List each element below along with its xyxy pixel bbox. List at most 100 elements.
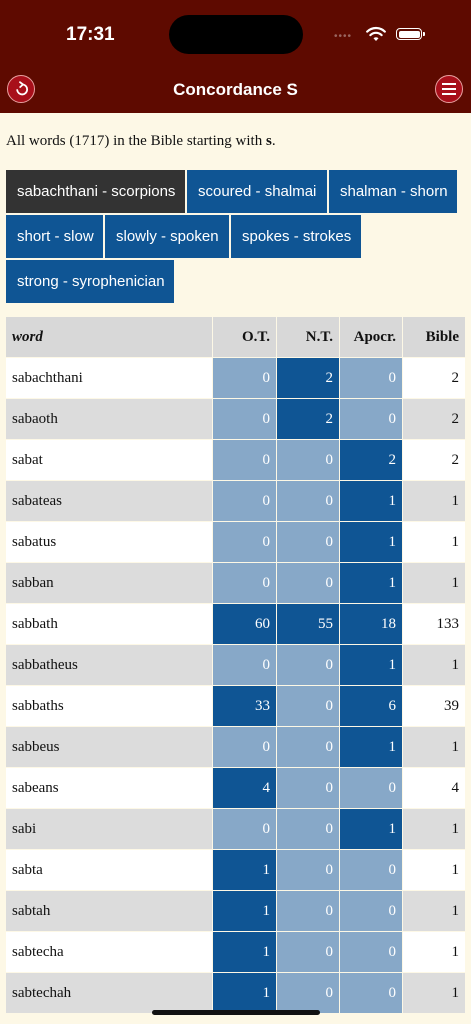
cell-apocrypha: 0 xyxy=(340,932,402,972)
cell-word[interactable]: sabbath xyxy=(6,604,212,644)
cell-word[interactable]: sabachthani xyxy=(6,358,212,398)
table-row[interactable]: sabban 0 0 1 1 xyxy=(6,563,465,603)
range-button-spokes-strokes[interactable]: spokes - strokes xyxy=(231,215,361,258)
cell-ot: 0 xyxy=(213,809,276,849)
cell-nt: 0 xyxy=(277,973,339,1013)
cell-word[interactable]: sabbeus xyxy=(6,727,212,767)
intro-letter: s xyxy=(265,133,272,149)
cell-word[interactable]: sabeans xyxy=(6,768,212,808)
table-row[interactable]: sabachthani 0 2 0 2 xyxy=(6,358,465,398)
column-header-apocrypha[interactable]: Apocr. xyxy=(340,317,402,357)
cell-bible: 2 xyxy=(403,440,465,480)
back-button[interactable] xyxy=(7,75,35,103)
cell-ot: 0 xyxy=(213,399,276,439)
cell-word[interactable]: sabtah xyxy=(6,891,212,931)
cell-apocrypha: 0 xyxy=(340,768,402,808)
table-row[interactable]: sabbeus 0 0 1 1 xyxy=(6,727,465,767)
cell-word[interactable]: sabbaths xyxy=(6,686,212,726)
cell-bible: 1 xyxy=(403,522,465,562)
cell-nt: 0 xyxy=(277,686,339,726)
cell-bible: 1 xyxy=(403,891,465,931)
cell-bible: 1 xyxy=(403,727,465,767)
range-button-strong-syrophenician[interactable]: strong - syrophenician xyxy=(6,260,174,303)
cell-word[interactable]: sabtechah xyxy=(6,973,212,1013)
cell-word[interactable]: sabi xyxy=(6,809,212,849)
cell-bible: 2 xyxy=(403,358,465,398)
cell-ot: 0 xyxy=(213,522,276,562)
cell-apocrypha: 1 xyxy=(340,809,402,849)
cell-nt: 0 xyxy=(277,645,339,685)
table-row[interactable]: sabat 0 0 2 2 xyxy=(6,440,465,480)
table-row[interactable]: sabtecha 1 0 0 1 xyxy=(6,932,465,972)
cell-ot: 0 xyxy=(213,563,276,603)
cell-nt: 0 xyxy=(277,932,339,972)
table-row[interactable]: sabeans 4 0 0 4 xyxy=(6,768,465,808)
cell-word[interactable]: sabateas xyxy=(6,481,212,521)
column-header-nt[interactable]: N.T. xyxy=(277,317,339,357)
cell-nt: 0 xyxy=(277,481,339,521)
table-row[interactable]: sabi 0 0 1 1 xyxy=(6,809,465,849)
table-row[interactable]: sabbaths 33 0 6 39 xyxy=(6,686,465,726)
table-row[interactable]: sabta 1 0 0 1 xyxy=(6,850,465,890)
table-row[interactable]: sabtechah 1 0 0 1 xyxy=(6,973,465,1013)
hamburger-menu-icon xyxy=(442,83,456,95)
cell-word[interactable]: sabatus xyxy=(6,522,212,562)
range-button-sabachthani-scorpions[interactable]: sabachthani - scorpions xyxy=(6,170,185,213)
cell-word[interactable]: sabaoth xyxy=(6,399,212,439)
column-header-ot[interactable]: O.T. xyxy=(213,317,276,357)
cell-apocrypha: 0 xyxy=(340,891,402,931)
dynamic-island xyxy=(169,15,303,54)
battery-icon xyxy=(396,28,425,40)
range-button-shalman-shorn[interactable]: shalman - shorn xyxy=(329,170,457,213)
cell-nt: 55 xyxy=(277,604,339,644)
cell-ot: 1 xyxy=(213,891,276,931)
table-row[interactable]: sabateas 0 0 1 1 xyxy=(6,481,465,521)
cell-word[interactable]: sabta xyxy=(6,850,212,890)
cell-apocrypha: 0 xyxy=(340,973,402,1013)
table-row[interactable]: sabtah 1 0 0 1 xyxy=(6,891,465,931)
range-button-slowly-spoken[interactable]: slowly - spoken xyxy=(105,215,229,258)
table-row[interactable]: sabbatheus 0 0 1 1 xyxy=(6,645,465,685)
cell-bible: 1 xyxy=(403,932,465,972)
cell-nt: 0 xyxy=(277,850,339,890)
intro-prefix: All words (1717) in the Bible starting w… xyxy=(6,133,266,149)
cell-apocrypha: 1 xyxy=(340,727,402,767)
table-row[interactable]: sabbath 60 55 18 133 xyxy=(6,604,465,644)
range-button-scoured-shalmai[interactable]: scoured - shalmai xyxy=(187,170,327,213)
cell-bible: 133 xyxy=(403,604,465,644)
cell-bible: 1 xyxy=(403,973,465,1013)
signal-icon: •••• xyxy=(334,31,353,42)
cell-nt: 0 xyxy=(277,891,339,931)
concordance-table: word O.T. N.T. Apocr. Bible sabachthani 0… xyxy=(5,316,466,1014)
cell-bible: 1 xyxy=(403,481,465,521)
table-row[interactable]: sabatus 0 0 1 1 xyxy=(6,522,465,562)
cell-bible: 2 xyxy=(403,399,465,439)
table-row[interactable]: sabaoth 0 2 0 2 xyxy=(6,399,465,439)
cell-bible: 1 xyxy=(403,645,465,685)
cell-ot: 0 xyxy=(213,727,276,767)
home-indicator[interactable] xyxy=(152,1010,320,1015)
cell-nt: 0 xyxy=(277,522,339,562)
cell-ot: 33 xyxy=(213,686,276,726)
column-header-word[interactable]: word xyxy=(6,317,212,357)
menu-button[interactable] xyxy=(435,75,463,103)
status-time: 17:31 xyxy=(66,24,115,45)
wifi-icon xyxy=(366,26,386,41)
cell-bible: 1 xyxy=(403,563,465,603)
cell-word[interactable]: sabtecha xyxy=(6,932,212,972)
intro-text: All words (1717) in the Bible starting w… xyxy=(6,133,276,150)
page-title: Concordance S xyxy=(173,80,298,99)
cell-nt: 2 xyxy=(277,358,339,398)
range-button-short-slow[interactable]: short - slow xyxy=(6,215,103,258)
cell-word[interactable]: sabat xyxy=(6,440,212,480)
cell-apocrypha: 1 xyxy=(340,563,402,603)
cell-apocrypha: 1 xyxy=(340,645,402,685)
cell-apocrypha: 0 xyxy=(340,358,402,398)
cell-word[interactable]: sabbatheus xyxy=(6,645,212,685)
column-header-bible[interactable]: Bible xyxy=(403,317,465,357)
cell-word[interactable]: sabban xyxy=(6,563,212,603)
cell-nt: 2 xyxy=(277,399,339,439)
cell-ot: 0 xyxy=(213,645,276,685)
cell-apocrypha: 0 xyxy=(340,850,402,890)
cell-nt: 0 xyxy=(277,440,339,480)
